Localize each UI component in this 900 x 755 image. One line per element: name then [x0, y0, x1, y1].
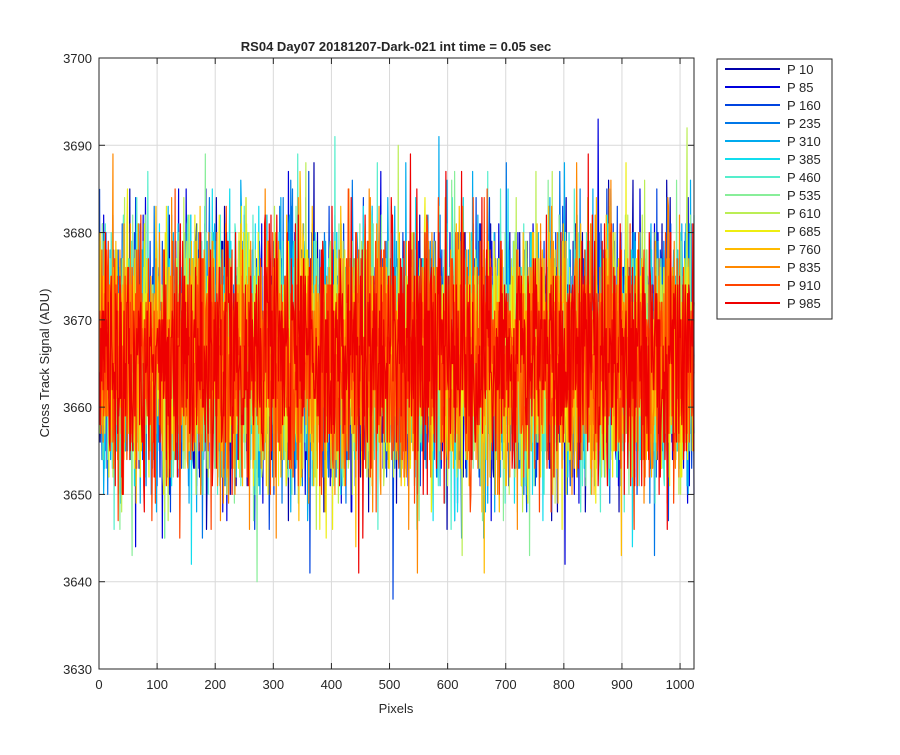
legend-entry[interactable]: P 310 [725, 134, 821, 149]
legend-label: P 85 [787, 80, 814, 95]
legend-label: P 910 [787, 278, 821, 293]
y-tick-label: 3660 [63, 400, 92, 415]
y-tick-label: 3700 [63, 51, 92, 66]
legend-label: P 985 [787, 296, 821, 311]
x-tick-label: 100 [146, 677, 168, 692]
legend-label: P 385 [787, 152, 821, 167]
legend-label: P 235 [787, 116, 821, 131]
x-tick-label: 400 [321, 677, 343, 692]
legend-label: P 760 [787, 242, 821, 257]
legend-entry[interactable]: P 235 [725, 116, 821, 131]
series-lines [98, 118, 695, 600]
legend-entry[interactable]: P 835 [725, 260, 821, 275]
legend-entry[interactable]: P 760 [725, 242, 821, 257]
legend-entry[interactable]: P 160 [725, 98, 821, 113]
legend-box [716, 58, 833, 320]
legend-label: P 460 [787, 170, 821, 185]
chart-title: RS04 Day07 20181207-Dark-021 int time = … [241, 39, 551, 54]
y-tick-label: 3650 [63, 487, 92, 502]
x-tick-label: 0 [95, 677, 102, 692]
legend-entry[interactable]: P 10 [725, 62, 814, 77]
y-tick-label: 3670 [63, 313, 92, 328]
legend-entry[interactable]: P 610 [725, 206, 821, 221]
legend-label: P 685 [787, 224, 821, 239]
legend-entry[interactable]: P 385 [725, 152, 821, 167]
y-tick-label: 3640 [63, 575, 92, 590]
legend-entry[interactable]: P 910 [725, 278, 821, 293]
axes: 0 100 200 300 400 500 600 700 800 900 1000 3630 3640… [63, 51, 694, 692]
legend-entry[interactable]: P 85 [725, 80, 814, 95]
legend-label: P 10 [787, 62, 814, 77]
x-tick-label: 700 [495, 677, 517, 692]
legend-label: P 310 [787, 134, 821, 149]
legend[interactable]: P 10 P 85 P 160 P 235 P 310 P 385 P 460 P 535 P … [716, 58, 833, 320]
x-tick-label: 900 [611, 677, 633, 692]
x-tick-label: 800 [553, 677, 575, 692]
y-tick-label: 3680 [63, 226, 92, 241]
x-tick-label: 500 [379, 677, 401, 692]
legend-entry[interactable]: P 685 [725, 224, 821, 239]
x-tick-label: 200 [204, 677, 226, 692]
legend-label: P 160 [787, 98, 821, 113]
y-tick-label: 3690 [63, 138, 92, 153]
legend-label: P 610 [787, 206, 821, 221]
legend-label: P 535 [787, 188, 821, 203]
series-line [98, 153, 695, 574]
x-tick-label: 1000 [666, 677, 695, 692]
x-axis-label: Pixels [379, 701, 414, 716]
x-tick-label: 300 [262, 677, 284, 692]
legend-entry[interactable]: P 985 [725, 296, 821, 311]
legend-entry[interactable]: P 460 [725, 170, 821, 185]
y-tick-label: 3630 [63, 662, 92, 677]
legend-label: P 835 [787, 260, 821, 275]
x-tick-label: 600 [437, 677, 459, 692]
legend-entry[interactable]: P 535 [725, 188, 821, 203]
y-axis-label: Cross Track Signal (ADU) [37, 289, 52, 438]
plot-frame [98, 57, 695, 670]
